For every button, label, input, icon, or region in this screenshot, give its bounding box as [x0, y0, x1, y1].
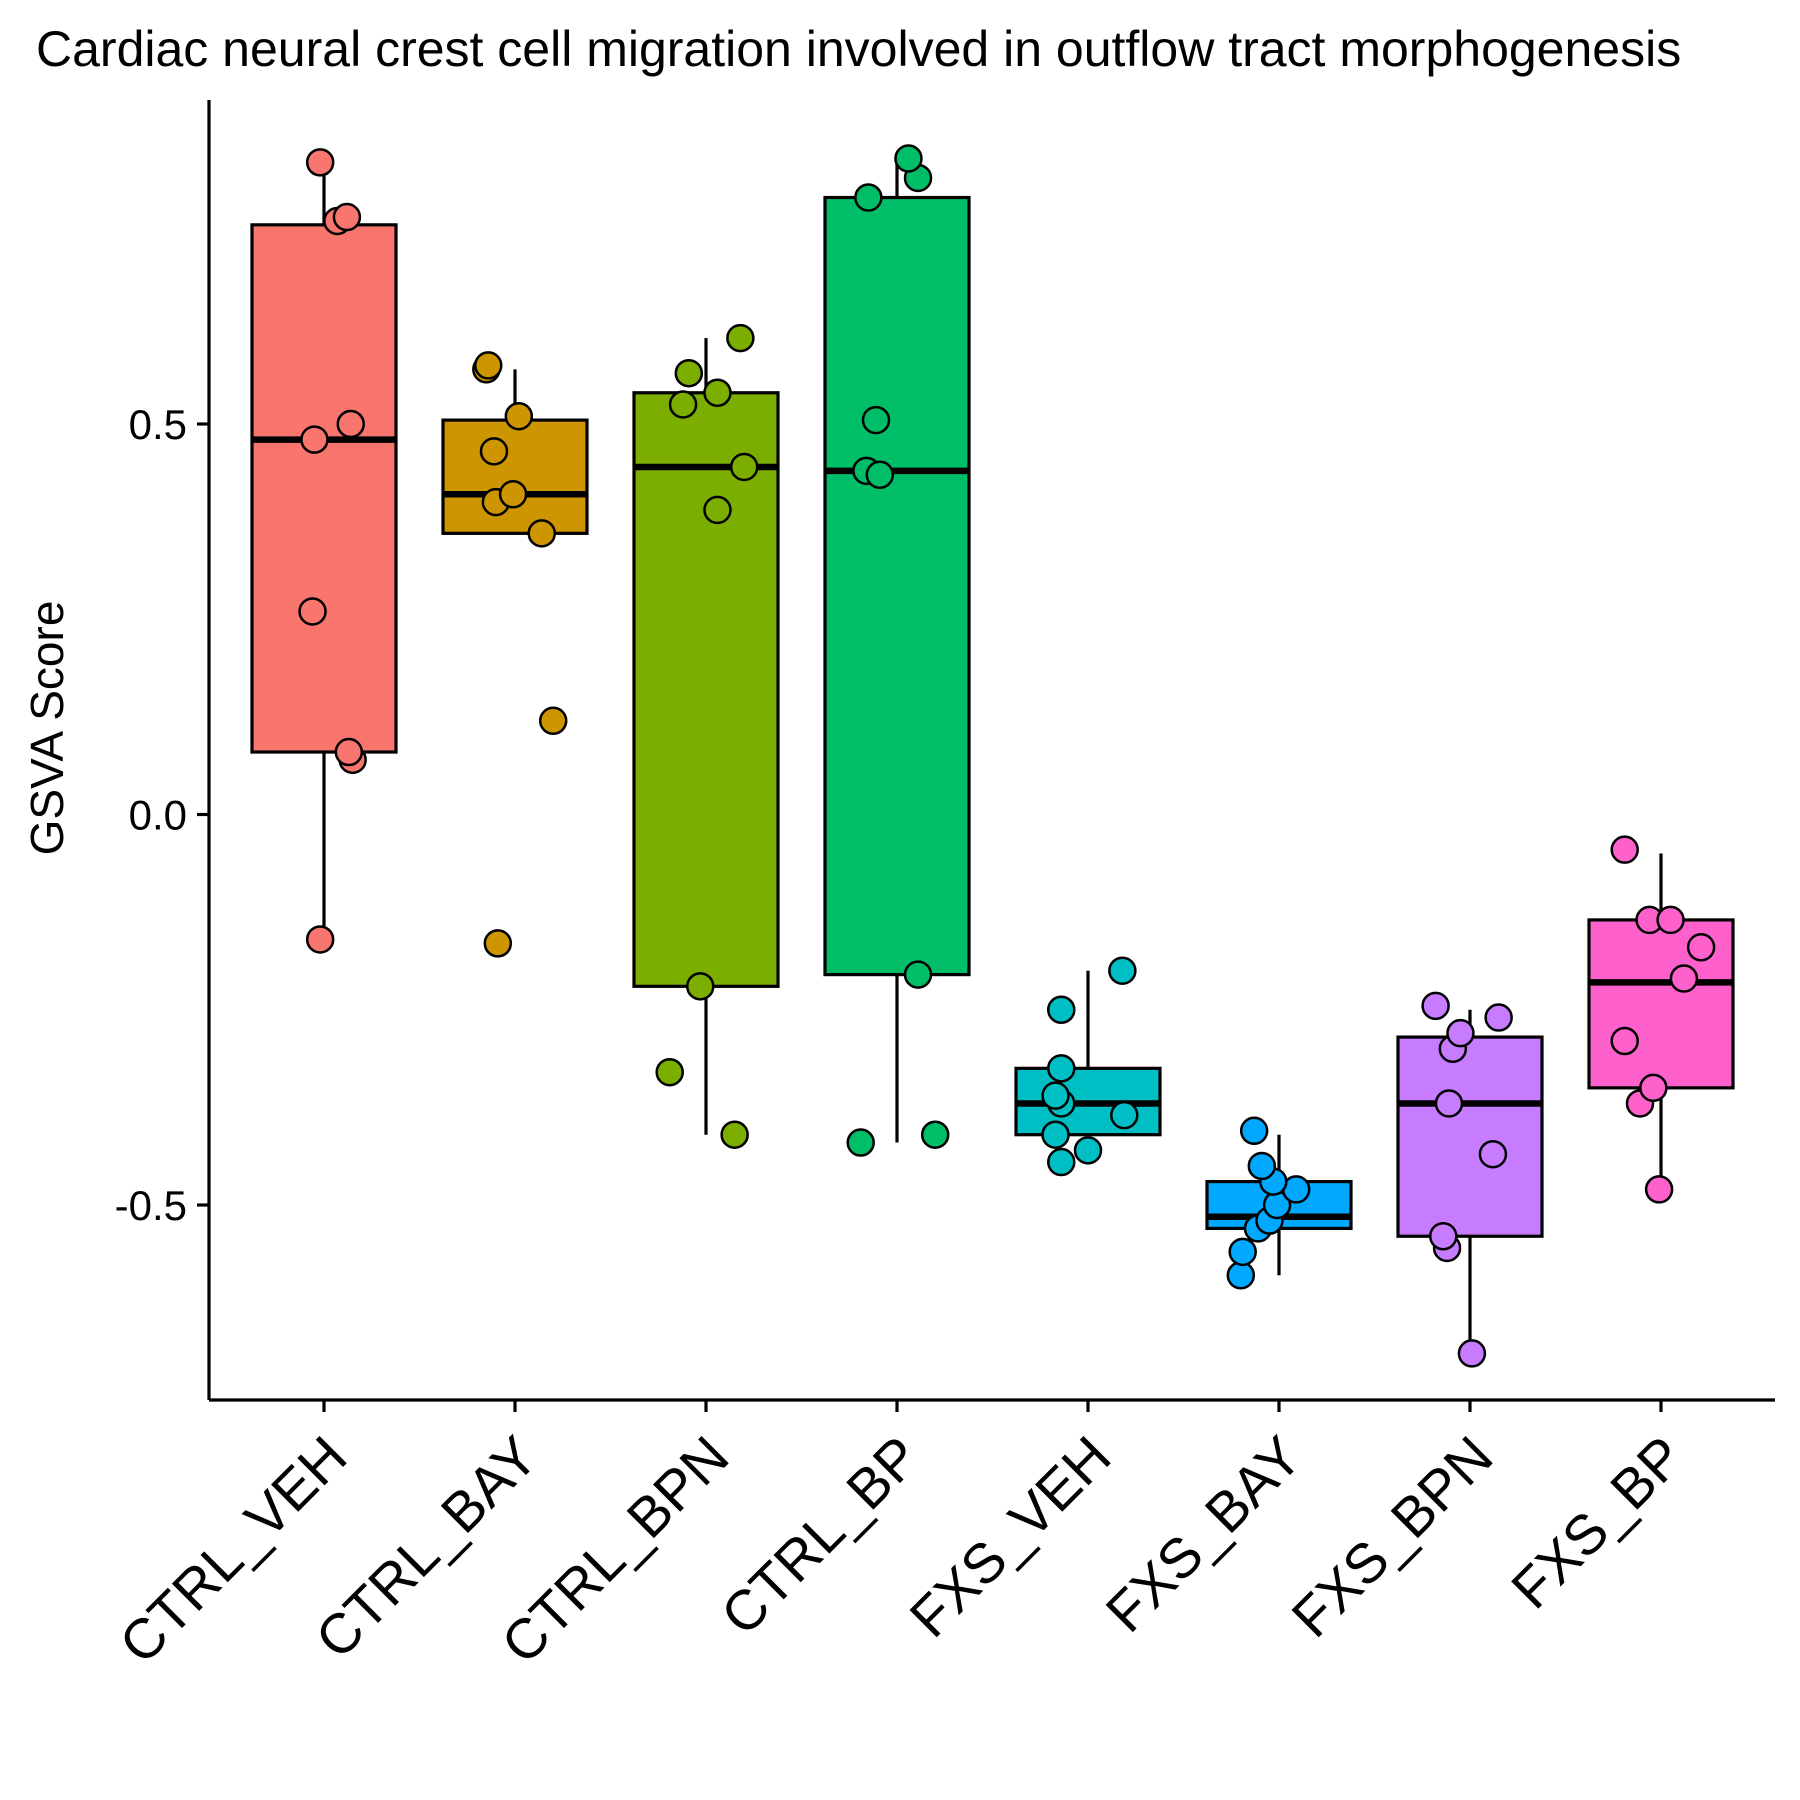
x-tick-label: CTRL_BP — [709, 1424, 932, 1647]
x-tick-label: FXS_BPN — [1279, 1424, 1504, 1649]
box — [823, 195, 971, 977]
data-point — [1478, 1139, 1508, 1169]
data-point — [336, 409, 365, 439]
data-point — [703, 495, 732, 525]
box-group-fxs-veh — [1014, 956, 1162, 1177]
data-point — [655, 1057, 684, 1087]
data-point — [1434, 1089, 1464, 1118]
data-point — [729, 452, 759, 482]
y-tick-label: 0.5 — [129, 401, 187, 448]
data-point — [504, 401, 534, 431]
box — [441, 418, 589, 535]
plot-area — [250, 144, 1735, 1368]
data-point — [703, 378, 732, 408]
data-point — [1041, 1081, 1070, 1110]
data-point — [1429, 1221, 1458, 1251]
data-point — [527, 519, 556, 548]
y-tick-label: -0.5 — [115, 1182, 187, 1229]
data-point — [305, 148, 335, 177]
x-tick-label: FXS_VEH — [897, 1424, 1122, 1649]
data-point — [1239, 1116, 1269, 1146]
data-point — [861, 405, 891, 435]
data-point — [332, 202, 362, 232]
box — [632, 391, 780, 988]
data-point — [854, 183, 883, 212]
data-point — [1226, 1261, 1256, 1290]
data-point — [300, 425, 329, 454]
data-point — [1041, 1120, 1070, 1149]
data-point — [1047, 995, 1076, 1024]
box — [250, 223, 398, 754]
data-point — [1457, 1339, 1487, 1368]
box-group-ctrl-bp — [823, 144, 971, 1157]
data-point — [474, 351, 503, 380]
chart-title: Cardiac neural crest cell migration invo… — [36, 21, 1681, 77]
data-point — [1610, 1026, 1639, 1056]
data-point — [1446, 1018, 1475, 1048]
data-point — [1610, 835, 1639, 864]
box-group-fxs-bp — [1587, 835, 1735, 1204]
data-point — [1639, 1073, 1668, 1103]
x-tick-label: FXS_BAY — [1094, 1424, 1314, 1644]
data-point — [334, 737, 364, 767]
data-point — [498, 480, 528, 509]
data-point — [1669, 964, 1699, 993]
data-point — [846, 1128, 875, 1157]
data-point — [674, 358, 704, 388]
data-point — [726, 323, 755, 353]
data-point — [1228, 1237, 1257, 1267]
data-point — [720, 1120, 749, 1149]
data-point — [1656, 905, 1685, 935]
data-point — [538, 706, 568, 736]
box-group-ctrl-bay — [441, 351, 589, 958]
data-point — [479, 437, 509, 466]
x-tick-label: FXS_BP — [1499, 1424, 1695, 1620]
data-point — [1047, 1147, 1076, 1177]
data-point — [1644, 1175, 1674, 1204]
data-point — [1047, 1054, 1076, 1083]
box-group-fxs-bpn — [1396, 991, 1544, 1368]
data-point — [305, 925, 335, 954]
data-point — [1686, 933, 1716, 962]
data-point — [1421, 991, 1450, 1021]
data-point — [1484, 1003, 1513, 1032]
box — [1396, 1035, 1544, 1238]
y-tick-label: 0.0 — [129, 792, 187, 839]
y-axis-label: GSVA Score — [21, 601, 73, 856]
data-point — [920, 1120, 950, 1149]
data-point — [686, 972, 715, 1001]
box-group-ctrl-bpn — [632, 323, 780, 1149]
data-point — [483, 929, 513, 958]
data-point — [1247, 1151, 1277, 1181]
data-point — [894, 144, 923, 173]
data-point — [668, 390, 698, 419]
box-group-ctrl-veh — [250, 148, 398, 954]
data-point — [1108, 956, 1137, 985]
data-point — [298, 597, 327, 626]
data-point — [1073, 1136, 1103, 1165]
data-point — [1110, 1100, 1139, 1130]
box-group-fxs-bay — [1205, 1116, 1353, 1290]
data-point — [865, 460, 895, 490]
data-point — [903, 960, 933, 989]
